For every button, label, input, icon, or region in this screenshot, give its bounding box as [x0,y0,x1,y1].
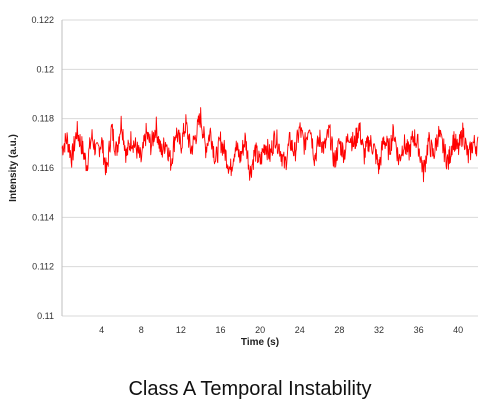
y-tick-label: 0.12 [36,64,54,74]
x-tick-label: 4 [99,325,104,335]
plot-area [61,107,479,183]
x-tick-label: 32 [374,325,384,335]
figure-caption: Class A Temporal Instability [128,378,372,400]
y-axis-title: Intensity (a.u.) [8,134,19,202]
x-tick-label: 40 [453,325,463,335]
x-axis-ticks: 4 8 12 16 20 24 28 32 36 40 [99,325,463,335]
series-line [61,107,479,183]
y-tick-label: 0.114 [32,212,54,222]
x-tick-label: 20 [255,325,265,335]
x-tick-label: 12 [176,325,186,335]
x-tick-label: 8 [139,325,144,335]
x-tick-label: 28 [334,325,344,335]
y-tick-label: 0.118 [32,114,54,124]
x-tick-label: 24 [295,325,305,335]
y-tick-label: 0.11 [37,311,54,321]
y-tick-label: 0.112 [32,262,54,272]
y-tick-label: 0.116 [32,163,54,173]
y-axis-ticks: 0.11 0.112 0.114 0.116 0.118 0.12 0.122 [31,15,54,321]
gridlines [61,19,478,317]
y-tick-label: 0.122 [31,15,54,25]
x-tick-label: 36 [414,325,424,335]
x-tick-label: 16 [215,325,225,335]
x-axis-title: Time (s) [241,337,279,348]
